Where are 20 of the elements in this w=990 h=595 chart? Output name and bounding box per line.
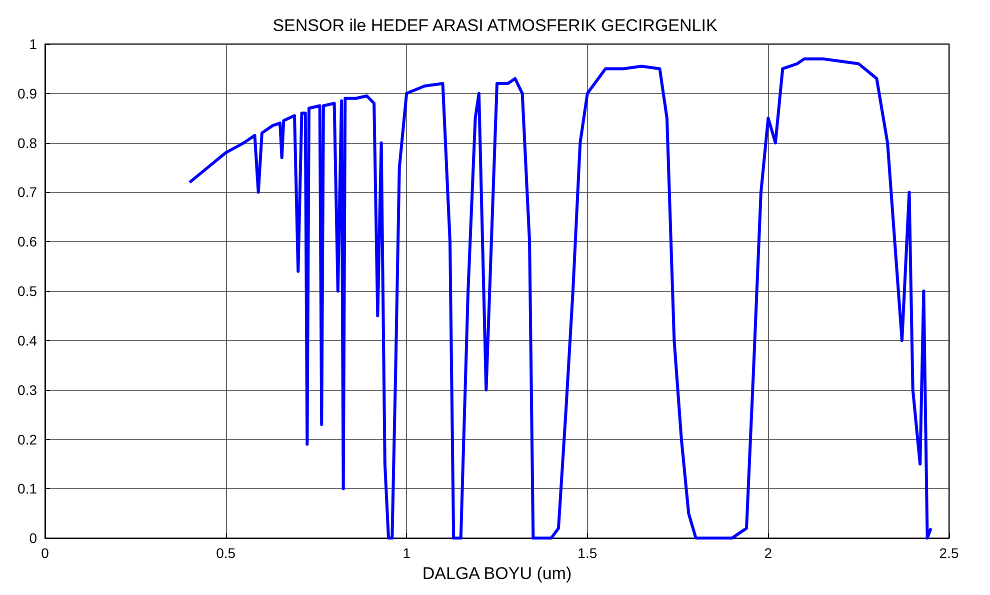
y-tick-label: 0.3	[18, 382, 38, 398]
y-tick-label: 0.2	[18, 431, 38, 448]
y-tick-label: 0.6	[18, 234, 38, 250]
x-tick-label: 0	[41, 545, 50, 562]
x-tick-label: 1.5	[578, 545, 598, 562]
y-tick-label: 0.4	[18, 332, 38, 348]
y-tick-label: 0.9	[18, 85, 38, 102]
x-axis-title: DALGA BOYU (um)	[422, 564, 572, 583]
x-tick-label: 2	[764, 545, 772, 562]
y-tick-label: 0.8	[18, 134, 38, 151]
line-series	[188, 57, 932, 540]
y-tick-label: 1	[29, 36, 38, 52]
y-tick-label: 0.1	[18, 480, 38, 497]
y-tick-label: 0	[29, 530, 38, 546]
y-tick-label: 0.7	[18, 184, 38, 200]
chart-title: SENSOR ile HEDEF ARASI ATMOSFERIK GECIRGENLIK	[272, 16, 718, 35]
x-tick-label: 1	[402, 545, 411, 562]
y-tick-label: 0.5	[18, 283, 38, 300]
x-tick-label: 0.5	[216, 545, 236, 562]
x-tick-label: 2.5	[939, 545, 959, 562]
